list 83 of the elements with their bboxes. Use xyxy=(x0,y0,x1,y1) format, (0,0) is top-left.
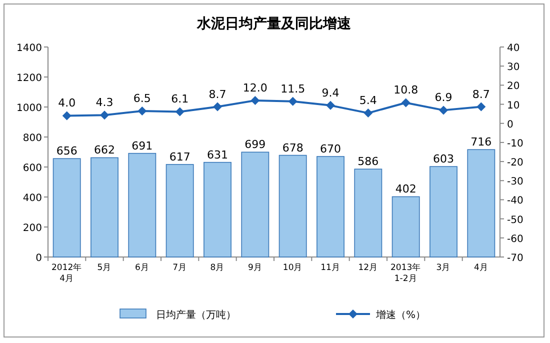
bar xyxy=(166,164,194,258)
point xyxy=(439,106,448,115)
data-label: 631 xyxy=(207,148,228,162)
data-label: 678 xyxy=(282,141,304,154)
data-label: 402 xyxy=(395,182,416,196)
point xyxy=(476,102,486,112)
bar xyxy=(467,149,496,258)
data-label: 9.4 xyxy=(322,86,340,100)
data-label: 662 xyxy=(94,144,115,157)
y-tick-label: 600 xyxy=(22,163,42,174)
data-label: 6.1 xyxy=(171,92,189,106)
data-label: 699 xyxy=(244,138,266,152)
y2-tick-label: -50 xyxy=(507,214,524,226)
bar xyxy=(392,196,420,258)
y2-tick-label: -10 xyxy=(507,138,524,150)
data-label: 8.7 xyxy=(208,88,226,101)
y-tick-label: 200 xyxy=(22,223,42,234)
data-label: 6.5 xyxy=(133,92,151,105)
data-label: 603 xyxy=(433,152,454,166)
point xyxy=(138,106,147,116)
y2-tick-label: -20 xyxy=(507,158,524,169)
data-label: 12.0 xyxy=(242,81,268,94)
point xyxy=(288,96,298,106)
y2-tick-label: 20 xyxy=(507,81,520,92)
data-label: 617 xyxy=(169,150,190,164)
bar xyxy=(90,157,118,258)
data-label: 5.4 xyxy=(359,94,377,108)
data-label: 4.0 xyxy=(58,96,76,110)
x-tick-label: 10月 xyxy=(282,263,303,273)
x-tick-label: 8月 xyxy=(210,263,225,273)
y2-tick-label: 0 xyxy=(507,119,514,130)
point xyxy=(401,98,410,108)
x-tick-label: 9月 xyxy=(248,263,262,273)
x-tick-label: 6月 xyxy=(134,263,150,273)
data-label: 4.3 xyxy=(96,96,114,110)
y-tick-label: 1200 xyxy=(16,73,42,84)
chart-title: 水泥日均产量及同比增速 xyxy=(196,15,352,32)
bar xyxy=(52,158,81,258)
data-label: 10.8 xyxy=(394,84,418,97)
data-label: 8.7 xyxy=(472,88,490,101)
bar xyxy=(128,152,156,258)
point xyxy=(62,111,72,120)
x-tick-label: 2012年 4月 xyxy=(52,262,82,284)
y2-tick-label: 40 xyxy=(507,43,520,54)
point xyxy=(250,96,260,105)
x-tick-label: 7月 xyxy=(172,263,188,273)
y2-tick-label: -70 xyxy=(507,253,524,264)
y-tick-label: 400 xyxy=(22,193,42,204)
point xyxy=(100,110,109,120)
x-tick-label: 11月 xyxy=(320,263,340,273)
data-label: 691 xyxy=(132,139,153,152)
bar xyxy=(241,152,270,258)
data-label: 586 xyxy=(358,155,379,168)
x-tick-label: 12月 xyxy=(358,263,378,273)
x-tick-label: 3月 xyxy=(436,263,451,273)
legend-label: 增速（%） xyxy=(375,309,426,321)
bar xyxy=(204,162,232,258)
y2-tick-label: 10 xyxy=(507,100,520,112)
y2-tick-label: -30 xyxy=(507,176,524,188)
bar xyxy=(430,166,458,258)
data-label: 6.9 xyxy=(434,91,452,104)
y-tick-label: 1000 xyxy=(16,103,42,114)
bar xyxy=(316,156,344,258)
y-tick-label: 0 xyxy=(36,253,42,264)
y2-tick-label: 30 xyxy=(507,62,520,74)
data-label: 11.5 xyxy=(280,82,306,96)
y2-tick-label: -60 xyxy=(507,234,524,245)
bar xyxy=(354,168,382,258)
x-tick-label: 5月 xyxy=(97,263,112,273)
data-label: 656 xyxy=(56,144,78,158)
point xyxy=(175,107,184,116)
data-label: 670 xyxy=(320,142,341,156)
y-tick-label: 1400 xyxy=(16,43,42,54)
point xyxy=(364,108,373,118)
bar xyxy=(278,154,307,258)
point xyxy=(213,102,222,112)
point xyxy=(326,100,335,110)
data-label: 716 xyxy=(470,136,492,149)
legend-label: 日均产量（万吨） xyxy=(156,309,236,321)
x-tick-label: 4月 xyxy=(474,263,488,273)
y2-tick-label: -40 xyxy=(507,196,524,207)
x-tick-label: 2013年 1-2月 xyxy=(390,262,422,284)
y-tick-label: 800 xyxy=(22,133,42,144)
